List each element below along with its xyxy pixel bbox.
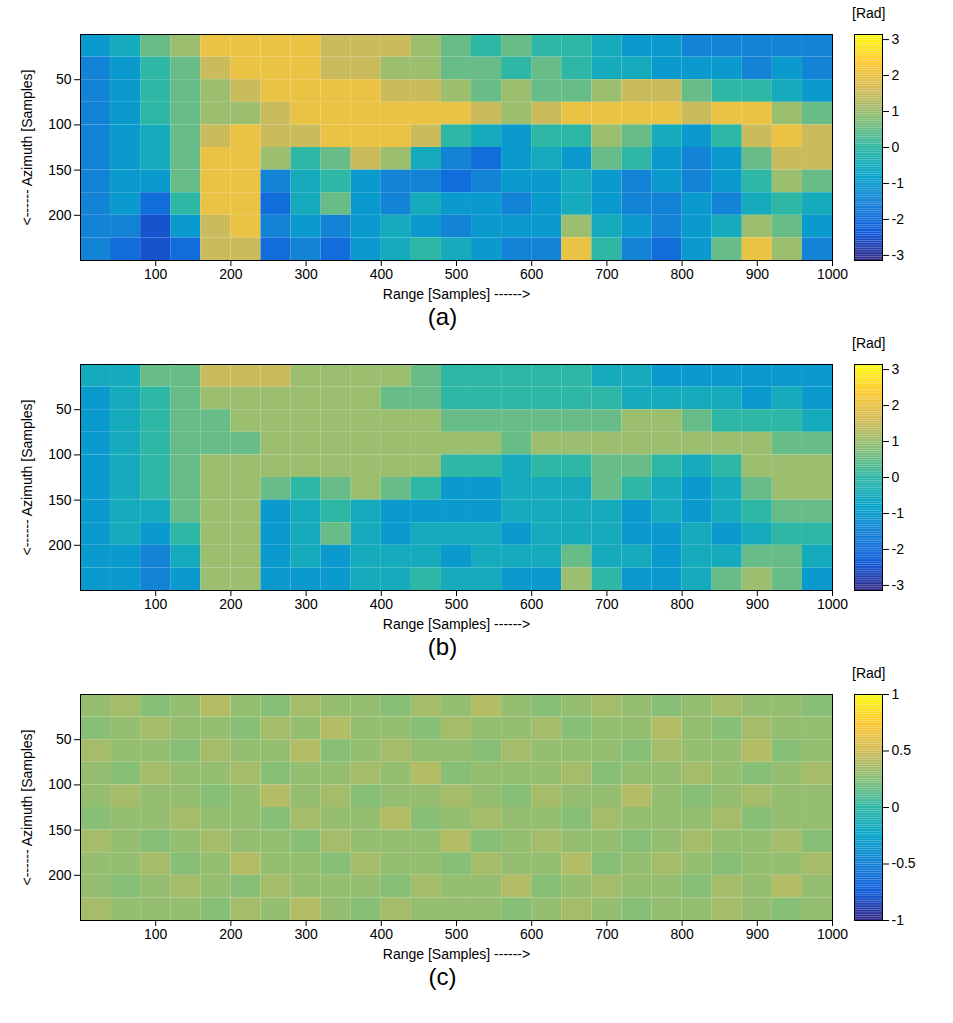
html-text:(a): (a) xyxy=(427,303,458,330)
svg-text:1: 1 xyxy=(892,686,900,702)
svg-text:50: 50 xyxy=(56,401,72,417)
svg-text:600: 600 xyxy=(520,926,544,942)
svg-text:600: 600 xyxy=(520,266,544,282)
svg-text:3: 3 xyxy=(892,31,900,47)
svg-text:500: 500 xyxy=(445,926,469,942)
svg-text:-1: -1 xyxy=(892,175,905,191)
svg-text:150: 150 xyxy=(48,492,72,508)
svg-text:700: 700 xyxy=(595,926,619,942)
svg-text:<------ Azimuth [Samples]: <------ Azimuth [Samples] xyxy=(19,70,35,226)
svg-text:1: 1 xyxy=(892,103,900,119)
svg-text:100: 100 xyxy=(48,776,72,792)
svg-text:200: 200 xyxy=(219,596,243,612)
svg-text:800: 800 xyxy=(670,266,694,282)
svg-text:200: 200 xyxy=(48,207,72,223)
svg-text:100: 100 xyxy=(144,596,168,612)
svg-text:<------ Azimuth [Samples]: <------ Azimuth [Samples] xyxy=(19,400,35,556)
svg-text:Range [Samples] ------>: Range [Samples] ------> xyxy=(383,616,530,632)
svg-text:Range [Samples] ------>: Range [Samples] ------> xyxy=(383,286,530,302)
svg-text:-1: -1 xyxy=(892,912,905,928)
svg-text:900: 900 xyxy=(746,596,770,612)
html-text:[Rad]: [Rad] xyxy=(852,335,886,351)
svg-text:800: 800 xyxy=(670,926,694,942)
svg-text:400: 400 xyxy=(370,596,394,612)
svg-text:2: 2 xyxy=(892,67,900,83)
svg-text:-3: -3 xyxy=(892,247,905,263)
svg-text:200: 200 xyxy=(48,537,72,553)
html-text:(c): (c) xyxy=(428,963,457,990)
svg-text:500: 500 xyxy=(445,596,469,612)
svg-text:0: 0 xyxy=(892,139,900,155)
svg-text:100: 100 xyxy=(144,926,168,942)
svg-text:-1: -1 xyxy=(892,505,905,521)
svg-text:900: 900 xyxy=(746,926,770,942)
svg-text:300: 300 xyxy=(294,596,318,612)
svg-text:1: 1 xyxy=(892,433,900,449)
svg-text:-2: -2 xyxy=(892,211,905,227)
svg-text:0: 0 xyxy=(892,469,900,485)
html-text:[Rad]: [Rad] xyxy=(852,5,886,21)
svg-text:50: 50 xyxy=(56,731,72,747)
svg-text:-3: -3 xyxy=(892,577,905,593)
svg-text:100: 100 xyxy=(48,446,72,462)
svg-text:100: 100 xyxy=(48,116,72,132)
svg-text:150: 150 xyxy=(48,822,72,838)
svg-text:700: 700 xyxy=(595,596,619,612)
svg-text:3: 3 xyxy=(892,361,900,377)
svg-text:-0.5: -0.5 xyxy=(892,855,916,871)
svg-text:300: 300 xyxy=(294,266,318,282)
svg-text:200: 200 xyxy=(219,926,243,942)
svg-text:1000: 1000 xyxy=(817,596,848,612)
svg-text:-2: -2 xyxy=(892,541,905,557)
svg-text:1000: 1000 xyxy=(817,266,848,282)
svg-text:200: 200 xyxy=(48,867,72,883)
svg-text:0: 0 xyxy=(892,799,900,815)
svg-text:900: 900 xyxy=(746,266,770,282)
svg-text:700: 700 xyxy=(595,266,619,282)
svg-text:1000: 1000 xyxy=(817,926,848,942)
svg-text:800: 800 xyxy=(670,596,694,612)
svg-text:<------ Azimuth [Samples]: <------ Azimuth [Samples] xyxy=(19,730,35,886)
svg-text:600: 600 xyxy=(520,596,544,612)
svg-text:200: 200 xyxy=(219,266,243,282)
svg-text:Range [Samples] ------>: Range [Samples] ------> xyxy=(383,946,530,962)
svg-text:50: 50 xyxy=(56,71,72,87)
svg-text:100: 100 xyxy=(144,266,168,282)
svg-text:300: 300 xyxy=(294,926,318,942)
svg-text:150: 150 xyxy=(48,162,72,178)
html-text:(b): (b) xyxy=(427,633,458,660)
svg-text:0.5: 0.5 xyxy=(892,742,912,758)
svg-text:400: 400 xyxy=(370,926,394,942)
svg-text:400: 400 xyxy=(370,266,394,282)
html-text:[Rad]: [Rad] xyxy=(852,665,886,681)
svg-text:500: 500 xyxy=(445,266,469,282)
svg-text:2: 2 xyxy=(892,397,900,413)
